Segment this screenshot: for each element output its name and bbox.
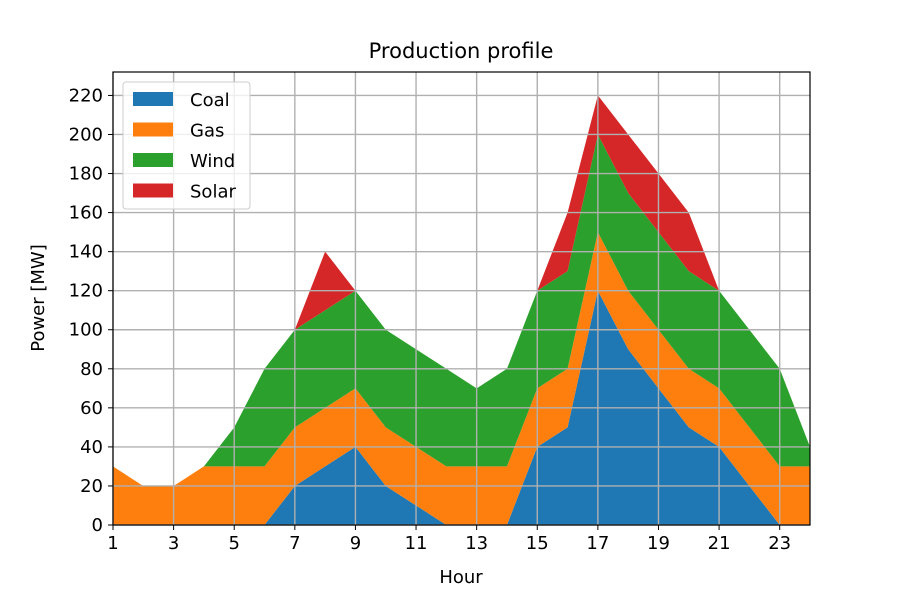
area-solar (113, 95, 810, 486)
x-tick-label: 7 (289, 533, 300, 554)
legend-box (122, 81, 251, 210)
legend: Coal Gas Wind Solar (122, 81, 251, 210)
x-tick-label: 23 (768, 533, 791, 554)
legend-label-coal: Coal (190, 90, 230, 111)
y-tick-label: 60 (80, 398, 103, 419)
plot-frame (112, 71, 811, 526)
y-tick-label: 80 (80, 359, 103, 380)
area-gas (113, 232, 810, 526)
x-axis-ticks: 1 3 5 7 9 11 13 15 17 19 21 23 (107, 525, 791, 554)
x-tick-label: 3 (168, 533, 179, 554)
x-tick-label: 15 (526, 533, 549, 554)
x-tick-label: 11 (405, 533, 428, 554)
legend-swatch-wind (133, 153, 173, 167)
legend-label-solar: Solar (190, 182, 236, 203)
y-tick-label: 20 (80, 476, 103, 497)
y-tick-label: 200 (69, 124, 103, 145)
y-tick-label: 0 (92, 515, 103, 536)
legend-label-wind: Wind (190, 151, 235, 172)
y-tick-label: 160 (69, 203, 103, 224)
x-tick-label: 9 (350, 533, 361, 554)
y-tick-label: 140 (69, 242, 103, 263)
y-axis-label: Power [MW] (28, 244, 49, 352)
legend-swatch-coal (133, 92, 173, 106)
y-tick-label: 100 (69, 320, 103, 341)
legend-label-gas: Gas (190, 121, 224, 142)
area-wind (113, 134, 810, 486)
legend-swatch-solar (133, 183, 173, 198)
area-coal (113, 290, 810, 525)
x-tick-label: 21 (708, 533, 731, 554)
x-axis-label: Hour (439, 567, 483, 588)
x-tick-label: 13 (465, 533, 488, 554)
stacked-areas (113, 95, 810, 526)
x-tick-label: 17 (586, 533, 609, 554)
x-tick-label: 5 (228, 533, 239, 554)
x-tick-label: 19 (647, 533, 670, 554)
y-axis-ticks: 0 20 40 60 80 100 120 140 160 180 200 220 (69, 85, 113, 536)
y-tick-label: 220 (69, 85, 103, 106)
y-tick-label: 180 (69, 164, 103, 185)
y-tick-label: 120 (69, 281, 103, 302)
y-tick-label: 40 (80, 437, 103, 458)
x-tick-label: 1 (107, 533, 118, 554)
legend-swatch-gas (133, 122, 173, 137)
chart-title: Production profile (369, 39, 554, 63)
